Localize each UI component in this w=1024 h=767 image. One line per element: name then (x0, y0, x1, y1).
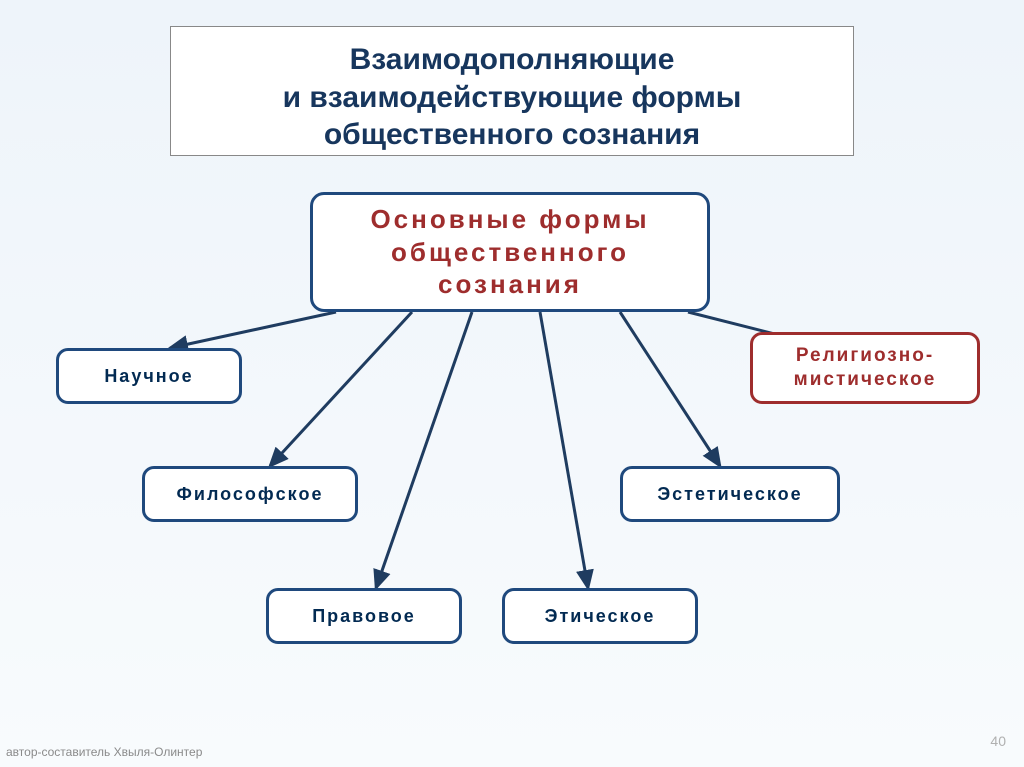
child-node-philosoph: Философское (142, 466, 358, 522)
root-node: Основные формыобщественногосознания (310, 192, 710, 312)
arrow-2 (376, 312, 472, 588)
child-node-aesthetic: Эстетическое (620, 466, 840, 522)
child-node-ethical: Этическое (502, 588, 698, 644)
child-node-religious: Религиозно-мистическое (750, 332, 980, 404)
arrow-0 (170, 312, 336, 348)
child-node-scientific: Научное (56, 348, 242, 404)
footer-author: автор-составитель Хвыля-Олинтер (6, 745, 202, 759)
child-node-legal: Правовое (266, 588, 462, 644)
arrow-1 (270, 312, 412, 466)
footer-page-number: 40 (990, 733, 1006, 749)
arrow-lines-group (170, 312, 830, 588)
slide-title-box: Взаимодополняющиеи взаимодействующие фор… (170, 26, 854, 156)
arrow-3 (540, 312, 588, 588)
arrow-4 (620, 312, 720, 466)
